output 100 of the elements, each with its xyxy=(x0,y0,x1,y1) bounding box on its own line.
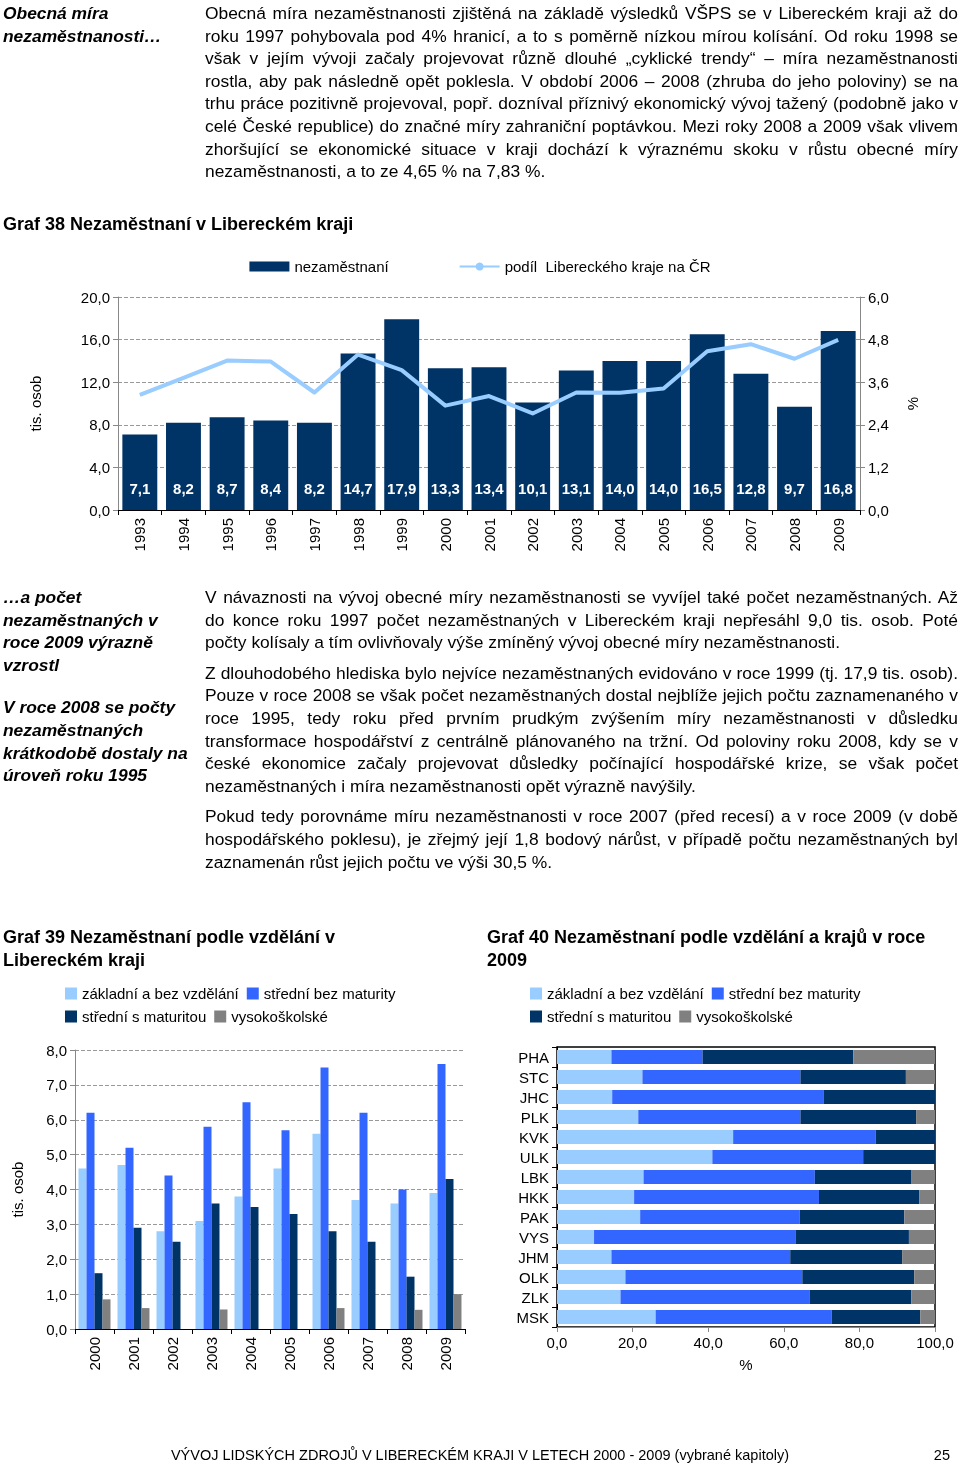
bar xyxy=(904,1210,935,1224)
x-tick-label: 1996 xyxy=(262,518,280,552)
bar xyxy=(125,1147,134,1329)
bar xyxy=(359,1112,368,1329)
bar xyxy=(427,368,463,510)
bar xyxy=(914,1270,935,1284)
x-tick-label: 80,0 xyxy=(844,1334,874,1351)
bar xyxy=(809,1290,912,1304)
bar xyxy=(398,1189,407,1329)
x-tick-label: 2005 xyxy=(655,518,673,552)
bar xyxy=(384,319,420,510)
bar xyxy=(902,1250,935,1264)
y-tick-label: 7,0 xyxy=(46,1076,67,1094)
bar xyxy=(195,1220,204,1329)
x-tick-label: 2001 xyxy=(480,518,498,552)
data-label: 10,1 xyxy=(518,480,548,497)
bar xyxy=(557,1230,595,1244)
legend-label: vysokoškolské xyxy=(696,1008,793,1025)
bar xyxy=(414,1309,423,1329)
line-series xyxy=(137,337,841,416)
bar xyxy=(390,1203,399,1329)
bar xyxy=(242,1102,251,1329)
bar xyxy=(790,1250,903,1264)
y-tick-label: 4,0 xyxy=(46,1181,67,1198)
bar xyxy=(919,1190,935,1204)
data-label: 14,0 xyxy=(648,480,679,497)
y-tick-label: STC xyxy=(519,1068,550,1086)
data-label: 7,1 xyxy=(129,480,151,497)
x-tick-label: 2006 xyxy=(698,518,716,552)
chart-title: Graf 40 Nezaměstnaní podle vzdělání a krajů v roce 2009 xyxy=(487,926,927,972)
bar xyxy=(634,1190,819,1204)
bar xyxy=(638,1110,801,1124)
x-tick-label: 2008 xyxy=(786,518,804,552)
data-label: 13,1 xyxy=(561,480,591,497)
x-tick-label: 2009 xyxy=(437,1337,454,1371)
x-tick-label: 1999 xyxy=(393,518,411,552)
data-label: 8,7 xyxy=(216,480,238,497)
x-tick-label: 2004 xyxy=(242,1337,259,1371)
bar xyxy=(102,1299,111,1329)
bar xyxy=(733,373,769,510)
text: VÝVOJ LIDSKÝCH ZDROJŮ V LIBERECKÉM KRAJI V LETECH 2000 - 2009 (vybrané kapitoly) xyxy=(169,1447,791,1463)
bar xyxy=(557,1150,713,1164)
bar xyxy=(611,1250,791,1264)
text: Obecná míra nezaměstnanosti… xyxy=(3,2,163,48)
legend-label: střední s maturitou xyxy=(547,1008,672,1025)
text: 25 xyxy=(932,1447,950,1463)
bar xyxy=(831,1310,921,1324)
x-tick-label: 1994 xyxy=(174,518,192,552)
x-tick-label: 0,0 xyxy=(546,1334,568,1351)
y-tick-label: 12,0 xyxy=(80,373,110,391)
y-tick-label: PAK xyxy=(520,1208,549,1226)
y-tick-label: 16,0 xyxy=(80,331,110,349)
bar xyxy=(141,1308,150,1329)
y-tick-label: VYS xyxy=(518,1228,549,1246)
legend-label: základní a bez vzdělání xyxy=(547,985,705,1002)
x-tick-label: 40,0 xyxy=(693,1334,723,1351)
text: Obecná míra nezaměstnanosti zjištěná na základě výsledků VŠPS se v Libereckém kraji až do roku 1997 pohybovala pod 4% hranicí, a to s poměrně nízkou mírou kolísání. Od roku 1998 se však v jejím vývoji začaly projevovat různě dlouhé „cyklické trendy“ – míra nezaměstnanosti rostla, aby pak následně opět poklesla. V období 2006 – 2008 (zhruba do jeho poloviny) se na trhu práce pozitivně projevoval, popř. dozníval příznivý ekonomický vývoj tažený (podobně jako v celé České republice) do značné míry zahraniční poptávkou. Mezi roky 2008 a 2009 však vlivem zhoršující se ekonomické situace v kraji dochází k výraznému skoku v růstu obecné míry nezaměstnanosti, a to ze 4,65 % na 7,83 %. xyxy=(205,2,958,183)
y-tick-label: KVK xyxy=(518,1128,549,1146)
data-label: 12,8 xyxy=(736,480,766,497)
y2-tick-label: 4,8 xyxy=(868,331,889,349)
bar xyxy=(800,1110,917,1124)
bar xyxy=(557,1070,643,1084)
x-tick-label: 2001 xyxy=(125,1337,142,1371)
data-label: 16,5 xyxy=(692,480,722,497)
bar xyxy=(646,360,682,510)
data-label: 8,4 xyxy=(260,480,282,497)
chart-title: Graf 38 Nezaměstnaní v Libereckém kraji xyxy=(3,213,355,236)
y-tick-label: 0,0 xyxy=(89,501,110,519)
x-tick-label: 1998 xyxy=(349,518,367,552)
x-tick-label: 2005 xyxy=(281,1337,298,1371)
bar xyxy=(733,1130,876,1144)
bar xyxy=(557,1210,641,1224)
text: V návaznosti na vývoj obecné míry nezaměstnanosti se vyvíjel také počet nezaměstnaných. Až do konce roku 1997 počet nezaměstnaných v Libereckém kraji nepřesáhl 9,0 tis. osob. Poté počty kolísaly a tím ovlivňovaly výše zmíněný vývoj obecné míry nezaměstnanosti. xyxy=(205,586,958,654)
y2-tick-label: 0,0 xyxy=(868,501,889,519)
bar xyxy=(437,1063,446,1329)
bar xyxy=(253,420,289,510)
x-tick-label: 2008 xyxy=(398,1337,415,1371)
bar xyxy=(117,1165,126,1329)
bar xyxy=(911,1170,935,1184)
y-tick-label: 1,0 xyxy=(46,1285,67,1303)
y-tick-label: 8,0 xyxy=(46,1041,67,1059)
bar xyxy=(818,1190,920,1204)
x-tick-label: 2003 xyxy=(567,518,585,552)
x-tick-label: 2006 xyxy=(320,1337,337,1371)
x-tick-label: 20,0 xyxy=(618,1334,648,1351)
y-tick-label: 2,0 xyxy=(46,1250,67,1268)
bar xyxy=(453,1294,462,1329)
y-tick-label: 8,0 xyxy=(89,416,110,434)
chart-title: Graf 39 Nezaměstnaní podle vzdělání v Libereckém kraji xyxy=(3,926,337,972)
x-tick-label: 1995 xyxy=(218,518,236,552)
x-tick-label: 2000 xyxy=(436,518,454,552)
data-label: 16,8 xyxy=(823,480,853,497)
bar xyxy=(557,1110,639,1124)
bar xyxy=(78,1168,87,1329)
bar xyxy=(557,1310,656,1324)
bar xyxy=(777,406,812,510)
bar xyxy=(795,1230,909,1244)
text: Pokud tedy porovnáme míru nezaměstnanosti v roce 2007 (před recesí) a v roce 2009 (v době hospodářského poklesu), je zřejmý její 1,8 bodový nárůst, v případě počtu nezaměstnaných byl zaznamenán růst jejich počtu ve výši 30,5 %. xyxy=(205,805,958,874)
x-tick-label: 2003 xyxy=(203,1337,220,1371)
x-tick-label: 2002 xyxy=(164,1337,181,1371)
